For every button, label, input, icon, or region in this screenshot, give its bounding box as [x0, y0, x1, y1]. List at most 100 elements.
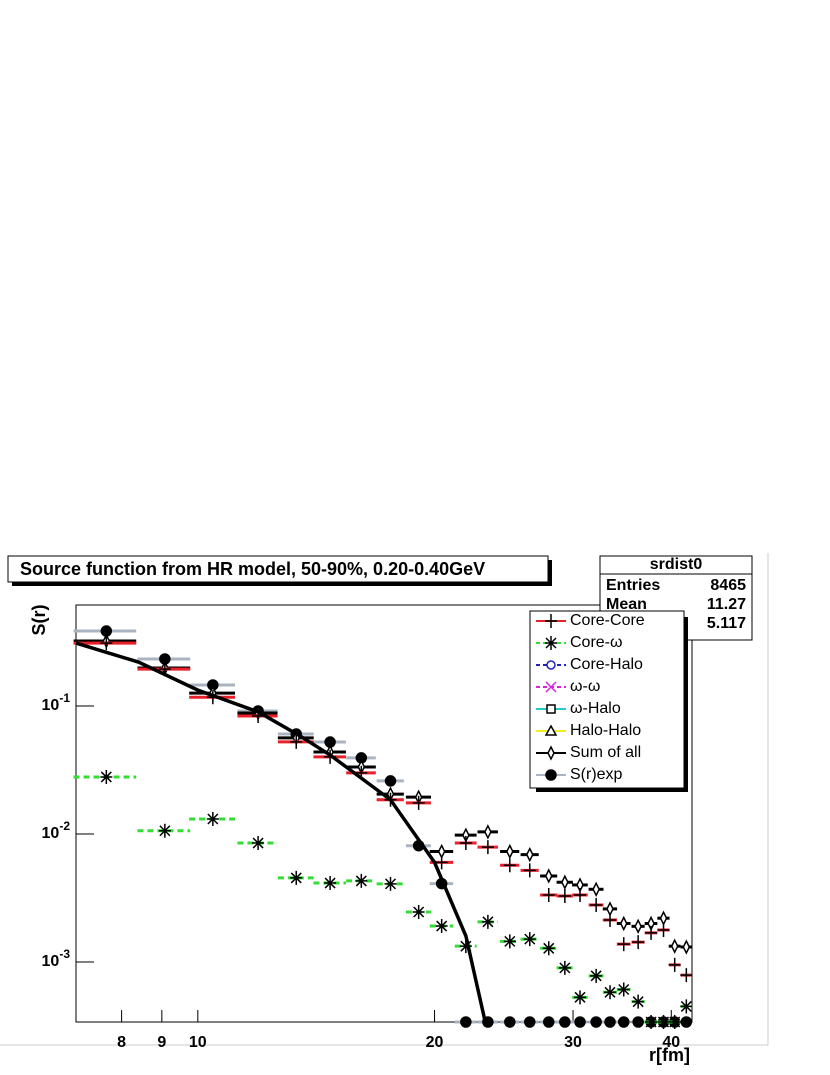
legend-label: Core-ω [570, 634, 623, 651]
data-point [668, 957, 681, 972]
data-point [631, 918, 645, 935]
legend-marker [544, 724, 558, 736]
legend-label: ω-ω [570, 678, 600, 695]
marker [324, 876, 337, 891]
data-point [477, 914, 498, 929]
data-point [540, 941, 558, 956]
data-point [588, 968, 604, 983]
data-point [680, 999, 693, 1014]
marker [657, 1015, 670, 1029]
data-point [346, 752, 376, 764]
data-point [376, 775, 404, 787]
stats-title: srdist0 [650, 556, 703, 573]
marker [645, 1015, 658, 1029]
data-point [520, 863, 539, 878]
marker [355, 873, 368, 888]
marker [412, 904, 425, 919]
marker [503, 858, 516, 873]
legend-label: ω-Halo [570, 700, 621, 717]
marker [619, 915, 628, 932]
data-point [572, 990, 588, 1005]
x-axis-label: r[fm] [649, 1045, 690, 1065]
marker [559, 1016, 571, 1028]
x-tick-label: 40 [662, 1034, 680, 1051]
data-point [644, 925, 658, 940]
data-point [588, 1016, 604, 1028]
marker [632, 935, 645, 950]
marker [645, 925, 658, 940]
data-point [680, 1016, 693, 1028]
marker [561, 874, 569, 890]
data-point [477, 824, 498, 840]
data-point [346, 873, 376, 888]
marker [503, 934, 516, 949]
marker [459, 939, 472, 954]
marker [617, 1016, 630, 1028]
legend-label: Core-Halo [570, 656, 643, 673]
data-point [73, 636, 137, 651]
marker [206, 811, 219, 826]
data-point [680, 939, 692, 955]
x-tick-label: 9 [157, 1034, 166, 1051]
marker [617, 937, 630, 952]
data-point [189, 811, 235, 826]
data-point [540, 868, 558, 884]
data-point [405, 904, 431, 919]
marker [592, 881, 600, 897]
marker [100, 636, 113, 651]
title-box [7, 555, 549, 583]
data-point [602, 985, 618, 1000]
data-point [454, 1016, 477, 1028]
data-point [668, 1015, 681, 1029]
legend-label: S(r)exp [570, 766, 623, 783]
data-point [602, 912, 618, 927]
fit-curve [75, 641, 487, 1023]
data-point [556, 1016, 573, 1028]
legend-marker [545, 681, 557, 693]
marker [435, 919, 448, 934]
marker [481, 840, 494, 855]
marker [632, 1016, 644, 1028]
marker [590, 897, 603, 912]
y-axis-label: S(r) [29, 604, 49, 635]
legend-marker [547, 745, 555, 761]
marker [100, 769, 113, 784]
marker [604, 985, 617, 1000]
marker [542, 1016, 555, 1028]
marker [505, 843, 514, 860]
marker [668, 1015, 681, 1029]
marker [523, 932, 536, 947]
data-point [520, 1016, 539, 1028]
data-point [616, 937, 631, 952]
stats-value: 8465 [710, 577, 746, 594]
data-point [73, 769, 137, 784]
marker [682, 939, 691, 955]
data-point [657, 922, 670, 937]
marker [680, 1016, 693, 1028]
marker [384, 876, 397, 891]
stats-value: 11.27 [707, 596, 746, 613]
data-point [376, 876, 404, 891]
data-point [631, 935, 645, 950]
data-point [680, 968, 693, 983]
marker [542, 941, 555, 956]
x-tick-label: 20 [426, 1034, 444, 1051]
data-point [556, 888, 573, 903]
marker [542, 887, 555, 902]
stats-label: Mean [606, 596, 647, 613]
data-point [602, 1016, 618, 1028]
data-point [616, 982, 631, 997]
data-point [405, 795, 431, 810]
legend-marker [545, 769, 557, 781]
marker [558, 960, 571, 975]
y-tick-label: 10-2 [42, 819, 71, 842]
marker [460, 1016, 472, 1028]
marker [290, 870, 303, 885]
data-point [137, 823, 191, 838]
marker [657, 922, 670, 937]
x-tick-label: 8 [117, 1034, 126, 1051]
marker [634, 918, 642, 935]
data-point [631, 994, 645, 1009]
data-point [556, 874, 573, 890]
